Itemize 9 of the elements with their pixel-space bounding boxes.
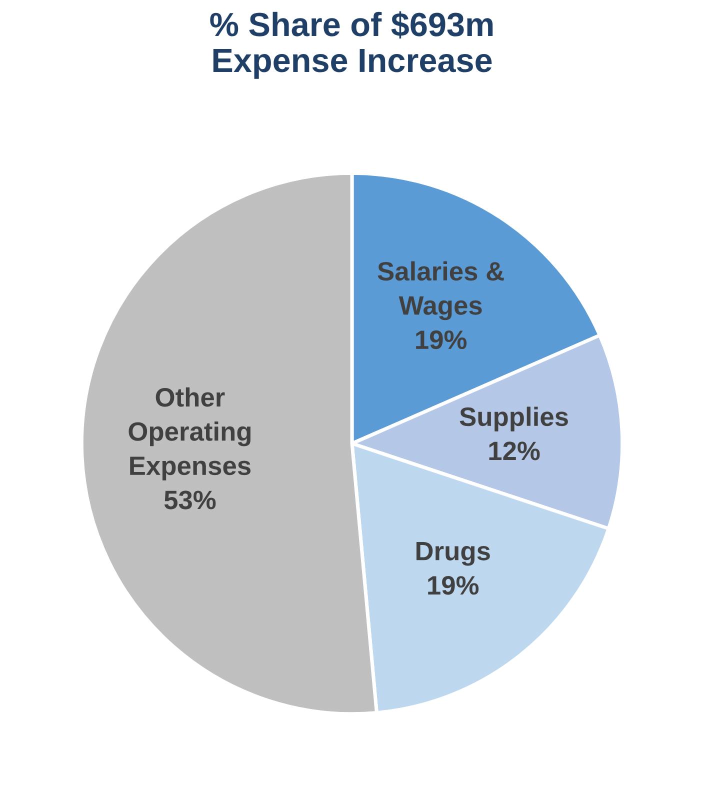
slice-label: Salaries & Wages <box>378 261 504 320</box>
slice-label: Drugs <box>416 542 490 566</box>
data-label: 19% <box>428 576 479 595</box>
data-label: 53% <box>164 490 216 510</box>
data-label: 12% <box>489 442 540 460</box>
slice-label: Supplies <box>460 406 568 432</box>
chart-title: % Share of $693m Expense Increase <box>210 11 493 79</box>
slice-label: Other Operating Expenses <box>128 387 251 480</box>
data-label: 19% <box>416 330 467 350</box>
